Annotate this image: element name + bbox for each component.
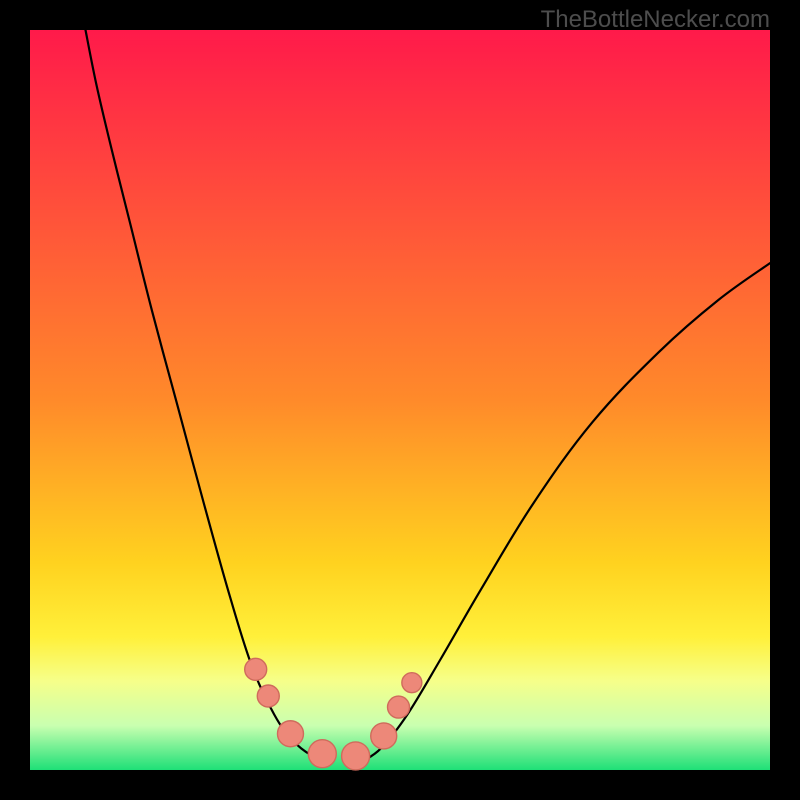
plot-gradient-area xyxy=(30,30,770,770)
watermark-text: TheBottleNecker.com xyxy=(541,6,770,34)
chart-stage: TheBottleNecker.com xyxy=(0,0,800,800)
